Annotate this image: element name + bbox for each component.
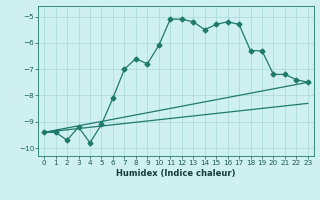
X-axis label: Humidex (Indice chaleur): Humidex (Indice chaleur) (116, 169, 236, 178)
